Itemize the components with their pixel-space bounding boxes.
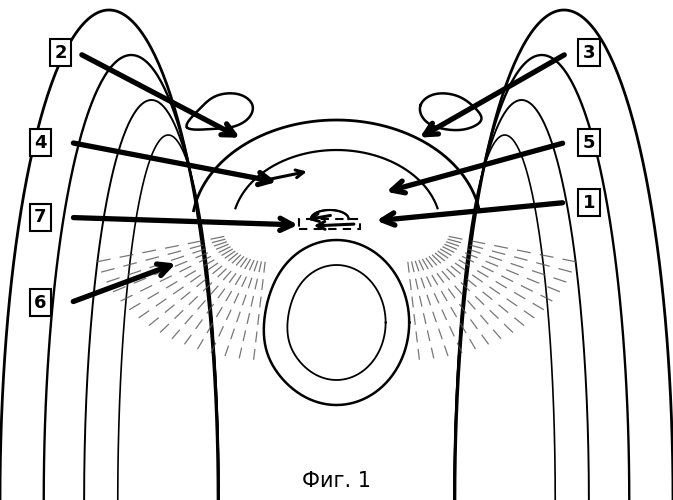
Text: 6: 6 xyxy=(34,294,46,312)
Text: 3: 3 xyxy=(583,44,595,62)
Text: 4: 4 xyxy=(34,134,46,152)
Text: 2: 2 xyxy=(55,44,67,62)
Text: Фиг. 1: Фиг. 1 xyxy=(302,471,371,491)
Text: 1: 1 xyxy=(583,194,595,212)
Bar xyxy=(299,219,360,229)
Text: 7: 7 xyxy=(34,208,46,226)
Text: 5: 5 xyxy=(583,134,595,152)
